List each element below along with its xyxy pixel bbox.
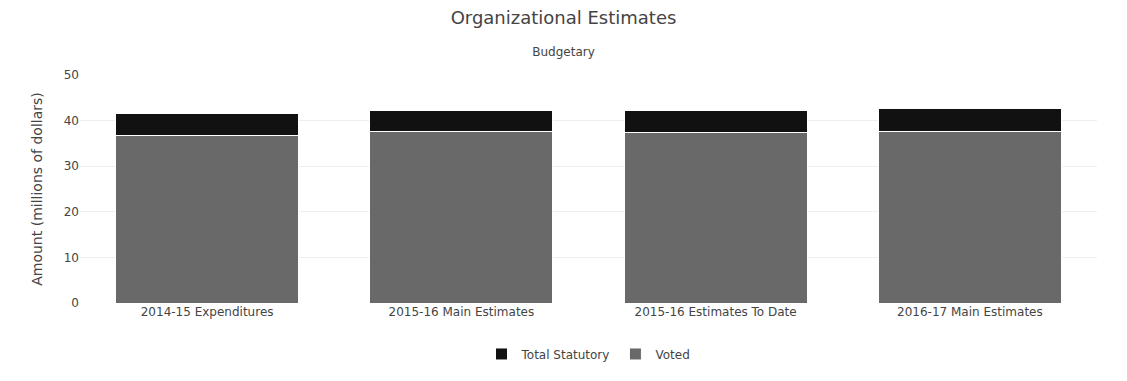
svg-text:2016-17 Main Estimates: 2016-17 Main Estimates — [897, 305, 1043, 319]
svg-text:2015-16 Main Estimates: 2015-16 Main Estimates — [389, 305, 535, 319]
svg-text:20: 20 — [64, 205, 79, 219]
svg-text:50: 50 — [64, 68, 79, 82]
svg-text:Amount (millions of dollars): Amount (millions of dollars) — [29, 92, 45, 286]
svg-text:10: 10 — [64, 251, 79, 265]
svg-text:2014-15 Expenditures: 2014-15 Expenditures — [141, 305, 274, 319]
svg-text:40: 40 — [64, 114, 79, 128]
svg-text:Total Statutory: Total Statutory — [521, 348, 610, 362]
svg-text:30: 30 — [64, 159, 79, 173]
svg-text:2015-16 Estimates To Date: 2015-16 Estimates To Date — [635, 305, 797, 319]
svg-text:Organizational Estimates: Organizational Estimates — [451, 7, 677, 28]
svg-text:0: 0 — [71, 296, 79, 310]
svg-text:Budgetary: Budgetary — [532, 45, 595, 59]
svg-text:Voted: Voted — [655, 348, 689, 362]
